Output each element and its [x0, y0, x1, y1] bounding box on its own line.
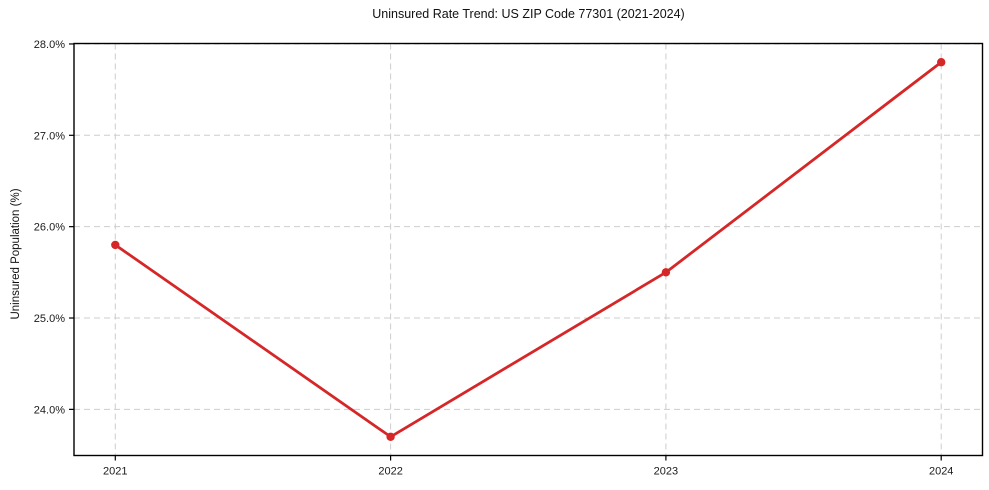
- data-point: [386, 432, 395, 441]
- y-tick-label: 27.0%: [34, 130, 65, 142]
- y-tick-label: 25.0%: [34, 313, 65, 325]
- y-axis-label-text: Uninsured Population (%): [10, 188, 22, 320]
- data-point: [937, 58, 946, 67]
- y-tick-label: 26.0%: [34, 222, 65, 234]
- y-tick-label: 28.0%: [34, 39, 65, 51]
- x-tick-label: 2022: [378, 466, 402, 478]
- plot-frame: [73, 42, 984, 457]
- y-tick-label: 24.0%: [34, 404, 65, 416]
- data-point: [111, 240, 120, 250]
- x-tick-label: 2024: [929, 466, 953, 478]
- x-tick-label: 2023: [654, 466, 678, 478]
- chart-title: Uninsured Rate Trend: US ZIP Code 77301 …: [372, 7, 685, 21]
- trend-line: [113, 60, 943, 439]
- x-tick-label: 2021: [103, 466, 127, 478]
- data-point: [661, 268, 671, 277]
